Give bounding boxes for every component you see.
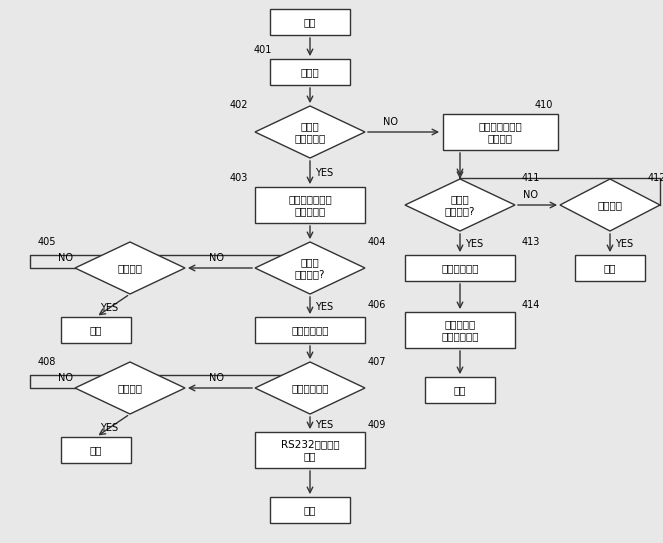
Polygon shape bbox=[255, 362, 365, 414]
Text: 开始: 开始 bbox=[304, 17, 316, 27]
FancyBboxPatch shape bbox=[255, 432, 365, 468]
Text: 采样电流信号: 采样电流信号 bbox=[442, 263, 479, 273]
FancyBboxPatch shape bbox=[255, 317, 365, 343]
Text: 409: 409 bbox=[368, 420, 387, 430]
Text: 402: 402 bbox=[229, 100, 248, 110]
Text: 406: 406 bbox=[368, 300, 387, 310]
Text: YES: YES bbox=[100, 423, 118, 433]
FancyBboxPatch shape bbox=[270, 59, 350, 85]
FancyBboxPatch shape bbox=[425, 377, 495, 403]
Text: YES: YES bbox=[315, 302, 333, 312]
Text: 待机: 待机 bbox=[90, 445, 102, 455]
Text: NO: NO bbox=[662, 190, 663, 200]
Text: 载入网络汇集节
点相关参数: 载入网络汇集节 点相关参数 bbox=[288, 194, 332, 216]
Text: 是否超时: 是否超时 bbox=[117, 263, 143, 273]
Text: 待机: 待机 bbox=[90, 325, 102, 335]
Text: 上位机
指令到达?: 上位机 指令到达? bbox=[295, 257, 326, 279]
Text: 载入传感器节点
相关参数: 载入传感器节点 相关参数 bbox=[478, 121, 522, 143]
Polygon shape bbox=[405, 179, 515, 231]
Text: 待机: 待机 bbox=[304, 505, 316, 515]
Text: 407: 407 bbox=[368, 357, 387, 367]
FancyBboxPatch shape bbox=[405, 255, 515, 281]
Text: YES: YES bbox=[465, 239, 483, 249]
Text: NO: NO bbox=[522, 190, 538, 200]
Text: 404: 404 bbox=[368, 237, 387, 247]
Text: NO: NO bbox=[208, 373, 223, 383]
Text: 待机: 待机 bbox=[604, 263, 616, 273]
Text: RS232上传至上
位机: RS232上传至上 位机 bbox=[280, 439, 339, 461]
Text: 是否为
络汇集节点: 是否为 络汇集节点 bbox=[294, 121, 326, 143]
FancyBboxPatch shape bbox=[270, 9, 350, 35]
Text: 414: 414 bbox=[522, 300, 540, 310]
Text: 411: 411 bbox=[522, 173, 540, 183]
Polygon shape bbox=[560, 179, 660, 231]
Text: 初始化: 初始化 bbox=[300, 67, 320, 77]
FancyBboxPatch shape bbox=[255, 187, 365, 223]
FancyBboxPatch shape bbox=[61, 437, 131, 463]
Text: 待机: 待机 bbox=[453, 385, 466, 395]
Text: YES: YES bbox=[100, 303, 118, 313]
FancyBboxPatch shape bbox=[270, 497, 350, 523]
Text: 403: 403 bbox=[229, 173, 248, 183]
FancyBboxPatch shape bbox=[442, 114, 558, 150]
Text: NO: NO bbox=[58, 373, 73, 383]
Polygon shape bbox=[255, 242, 365, 294]
Text: 射频发送指令: 射频发送指令 bbox=[291, 325, 329, 335]
Text: 是否超时: 是否超时 bbox=[117, 383, 143, 393]
FancyBboxPatch shape bbox=[405, 312, 515, 348]
Polygon shape bbox=[75, 242, 185, 294]
Text: YES: YES bbox=[615, 239, 633, 249]
Text: 410: 410 bbox=[535, 100, 554, 110]
Text: 413: 413 bbox=[522, 237, 540, 247]
Polygon shape bbox=[75, 362, 185, 414]
Text: NO: NO bbox=[58, 253, 73, 263]
Text: YES: YES bbox=[315, 168, 333, 178]
Text: 408: 408 bbox=[38, 357, 56, 367]
Text: 射频发送至
网络汇集节点: 射频发送至 网络汇集节点 bbox=[442, 319, 479, 341]
Text: 412: 412 bbox=[648, 173, 663, 183]
Polygon shape bbox=[255, 106, 365, 158]
Text: 405: 405 bbox=[38, 237, 56, 247]
Text: 是否超时: 是否超时 bbox=[597, 200, 623, 210]
Text: 射频机
指令到达?: 射频机 指令到达? bbox=[445, 194, 475, 216]
FancyBboxPatch shape bbox=[575, 255, 645, 281]
Text: NO: NO bbox=[383, 117, 398, 127]
Text: NO: NO bbox=[208, 253, 223, 263]
Text: 数据是否返回: 数据是否返回 bbox=[291, 383, 329, 393]
Text: YES: YES bbox=[315, 420, 333, 430]
Text: 401: 401 bbox=[254, 45, 272, 55]
FancyBboxPatch shape bbox=[61, 317, 131, 343]
